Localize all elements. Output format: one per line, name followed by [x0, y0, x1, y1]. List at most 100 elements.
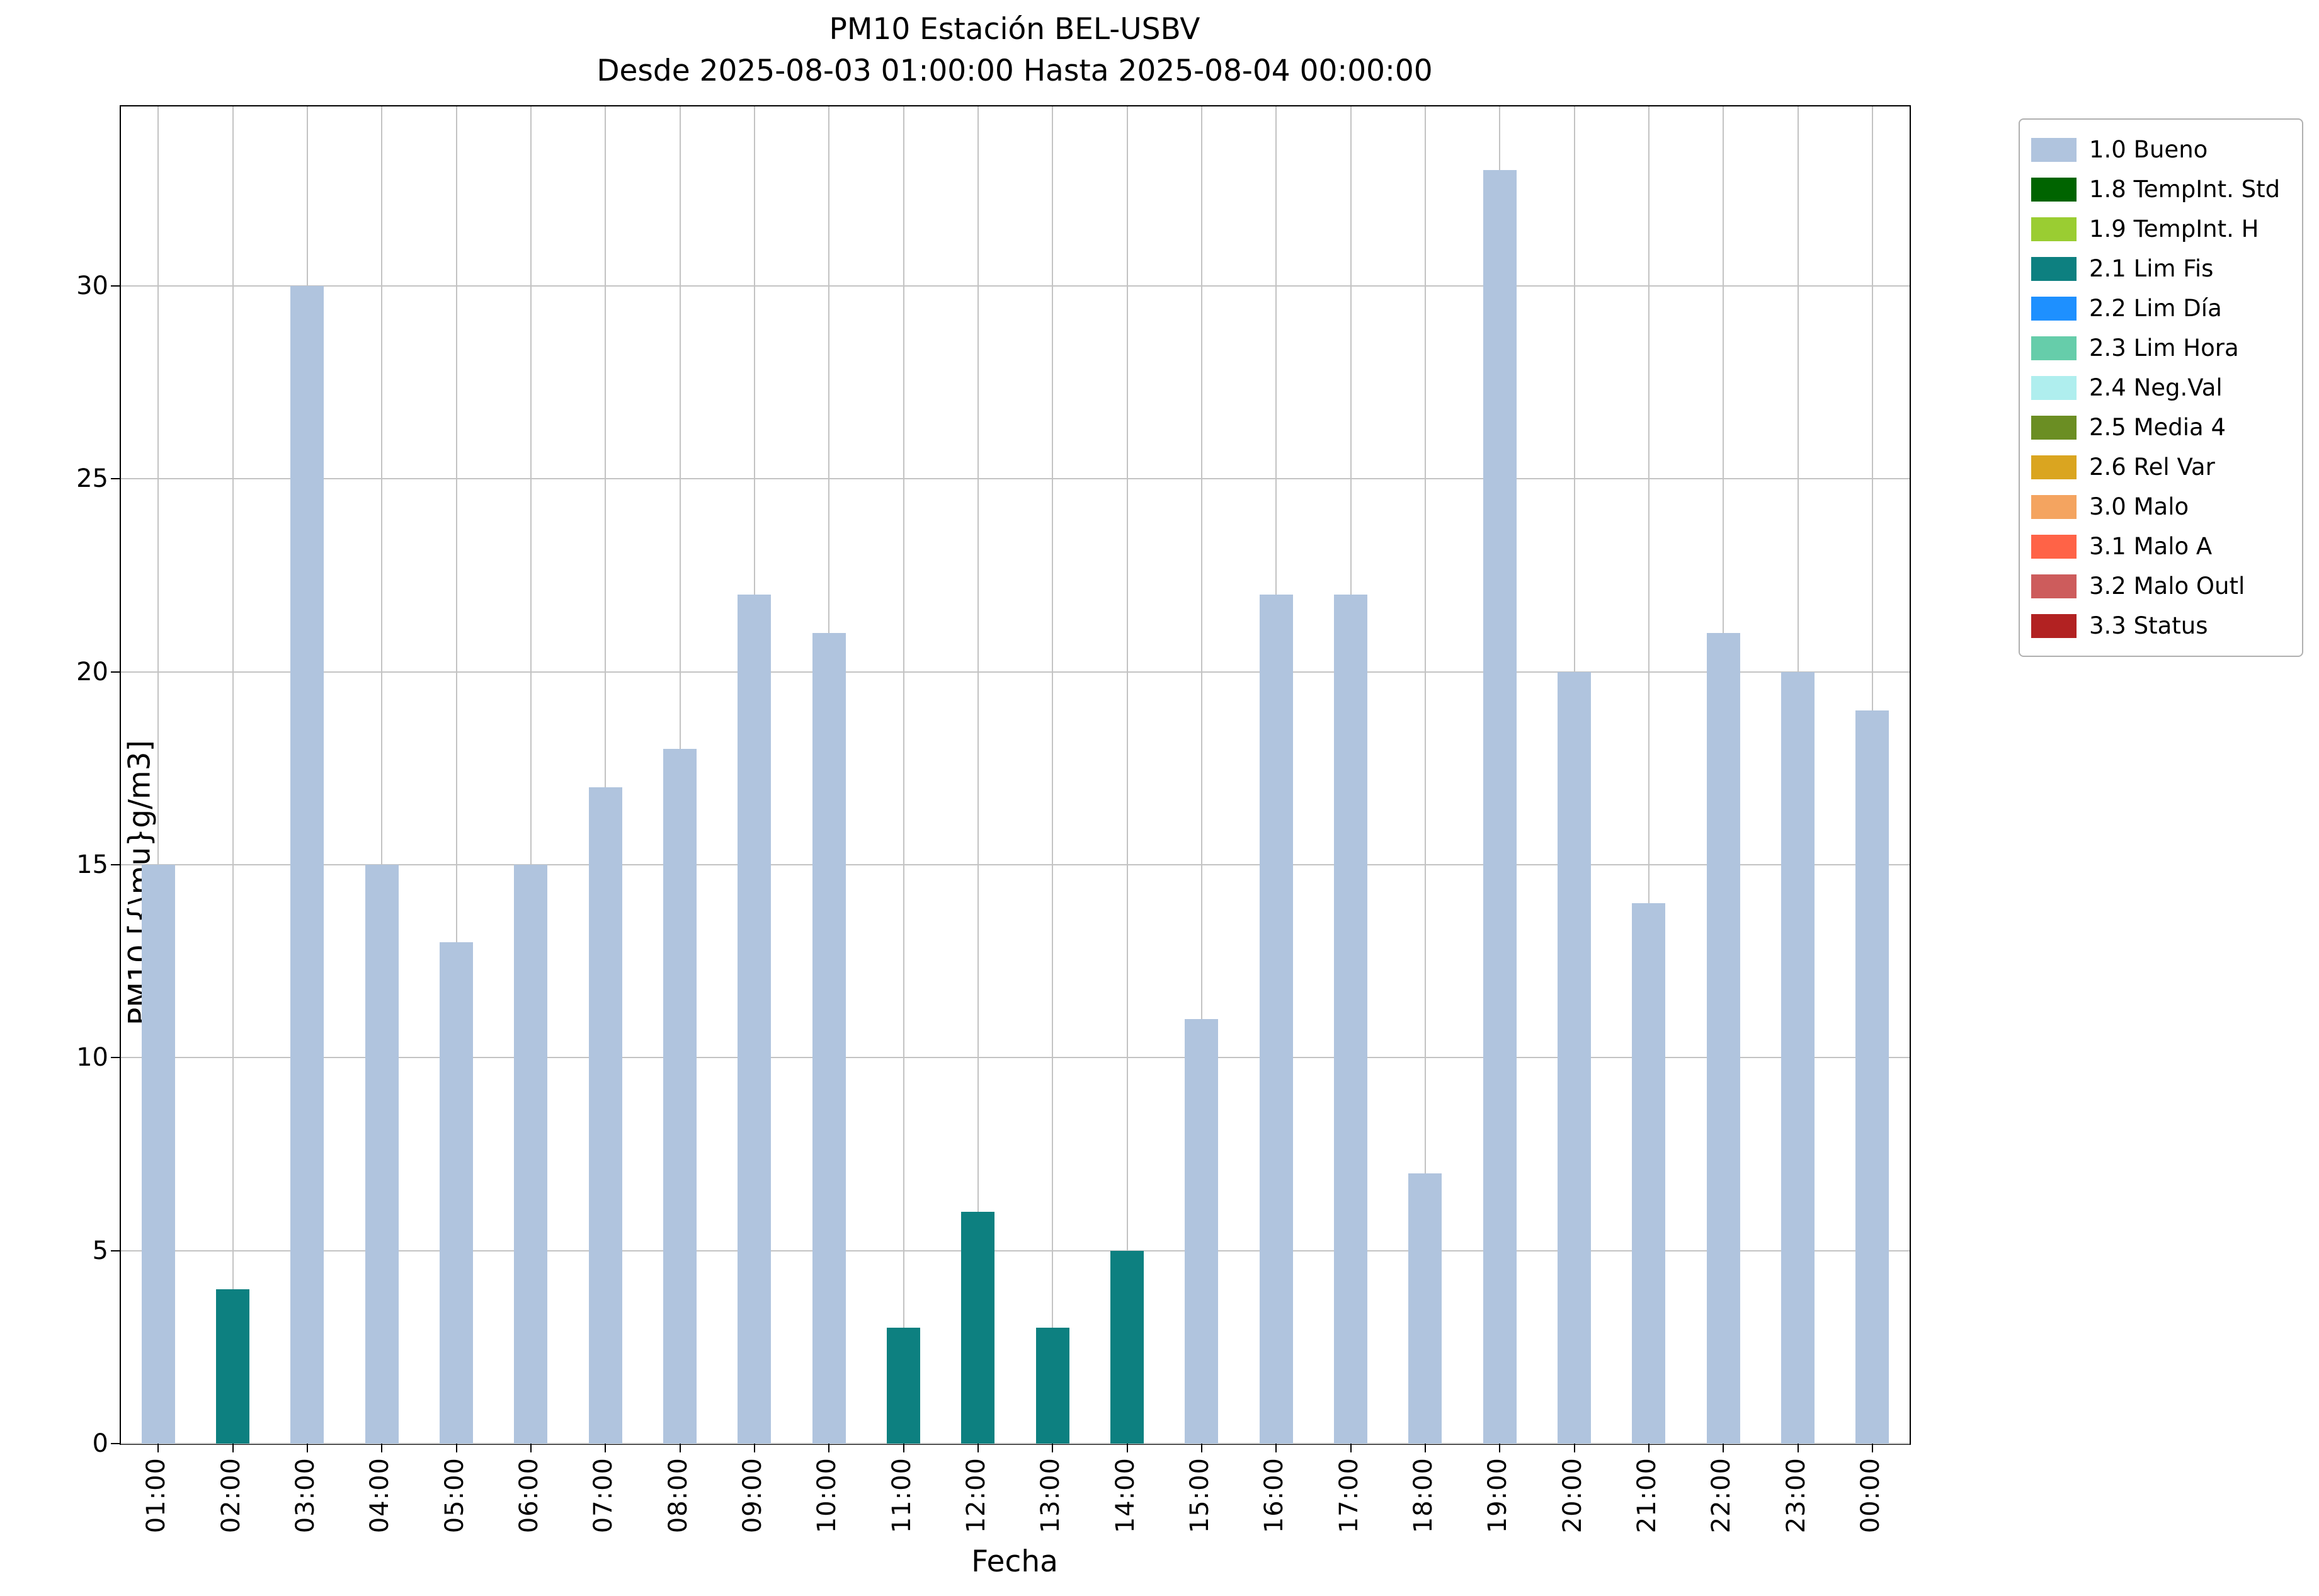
x-tick-mark	[1648, 1444, 1650, 1452]
legend-swatch	[2031, 574, 2077, 598]
y-tick-mark	[111, 1250, 120, 1251]
x-tick-label: 14:00	[1110, 1457, 1140, 1534]
x-tick-label: 15:00	[1185, 1457, 1214, 1534]
bar	[514, 864, 548, 1444]
legend-swatch	[2031, 256, 2077, 281]
x-tick-mark	[605, 1444, 607, 1452]
x-tick-label: 06:00	[514, 1457, 544, 1534]
bar	[663, 749, 697, 1444]
bar	[439, 942, 474, 1444]
gridline-horizontal	[121, 1250, 1910, 1251]
y-tick-mark	[111, 864, 120, 865]
plot-area: PM10 [{\mu}g/m3] 0 5 10 15 20 25 30 01:00 02:00 0…	[76, 105, 1911, 1533]
x-tick-label: 16:00	[1260, 1457, 1289, 1534]
gridline-horizontal	[121, 1057, 1910, 1059]
x-tick-label: 09:00	[738, 1457, 767, 1534]
legend-label: 3.1 Malo A	[2089, 533, 2213, 560]
legend-label: 2.6 Rel Var	[2089, 453, 2215, 481]
gridline-vertical	[1126, 106, 1128, 1444]
legend-item: 2.2 Lim Día	[2031, 288, 2291, 328]
y-tick-label: 20	[76, 657, 108, 687]
x-tick-mark	[232, 1444, 234, 1452]
x-tick-label: 22:00	[1707, 1457, 1736, 1534]
chart-title-block: PM10 Estación BEL-USBV Desde 2025-08-03 …	[120, 9, 1910, 92]
bar	[1333, 595, 1368, 1444]
gridline-horizontal	[121, 285, 1910, 287]
x-tick-label: 08:00	[663, 1457, 693, 1534]
x-tick-label: 07:00	[589, 1457, 618, 1534]
x-tick-mark	[455, 1444, 457, 1452]
x-tick-label: 03:00	[290, 1457, 320, 1534]
legend-label: 2.5 Media 4	[2089, 414, 2226, 441]
gridline-vertical	[605, 106, 607, 1444]
gridline-vertical	[455, 106, 457, 1444]
legend-swatch	[2031, 137, 2077, 162]
legend-item: 1.0 Bueno	[2031, 130, 2291, 169]
legend-swatch	[2031, 534, 2077, 559]
gridline-vertical	[1424, 106, 1426, 1444]
x-tick-mark	[157, 1444, 159, 1452]
x-tick-mark	[1797, 1444, 1799, 1452]
y-tick-mark	[111, 671, 120, 673]
y-tick-label: 30	[76, 271, 108, 300]
gridline-vertical	[903, 106, 904, 1444]
legend-item: 1.9 TempInt. H	[2031, 209, 2291, 249]
x-tick-mark	[1723, 1444, 1724, 1452]
legend-swatch	[2031, 375, 2077, 400]
bar	[961, 1212, 995, 1444]
x-tick-label: 02:00	[216, 1457, 246, 1534]
x-tick-mark	[1200, 1444, 1202, 1452]
y-tick-mark	[111, 285, 120, 287]
y-tick-mark	[111, 478, 120, 480]
bar	[1781, 671, 1815, 1444]
y-tick-label: 15	[76, 850, 108, 879]
bar	[1632, 903, 1666, 1444]
x-tick-label: 10:00	[812, 1457, 842, 1534]
legend-label: 2.1 Lim Fis	[2089, 255, 2214, 282]
legend-swatch	[2031, 455, 2077, 479]
legend-item: 2.1 Lim Fis	[2031, 249, 2291, 288]
legend-swatch	[2031, 336, 2077, 360]
bar	[290, 285, 324, 1444]
gridline-vertical	[530, 106, 532, 1444]
legend-label: 1.9 TempInt. H	[2089, 215, 2259, 242]
bar	[1185, 1019, 1219, 1444]
x-tick-label: 19:00	[1483, 1457, 1513, 1534]
legend-item: 3.2 Malo Outl	[2031, 566, 2291, 606]
y-tick-label: 5	[92, 1236, 108, 1265]
x-tick-label: 04:00	[365, 1457, 395, 1534]
x-tick-label: 11:00	[887, 1457, 916, 1534]
x-tick-label: 12:00	[961, 1457, 991, 1534]
legend-swatch	[2031, 296, 2077, 321]
legend-swatch	[2031, 415, 2077, 440]
legend-swatch	[2031, 177, 2077, 202]
bar	[365, 864, 399, 1444]
bar	[141, 864, 175, 1444]
x-tick-label: 05:00	[440, 1457, 469, 1534]
legend-label: 3.3 Status	[2089, 612, 2208, 639]
bar	[1035, 1328, 1069, 1444]
x-tick-mark	[1275, 1444, 1277, 1452]
x-tick-mark	[306, 1444, 308, 1452]
x-tick-mark	[977, 1444, 979, 1452]
gridline-vertical	[1648, 106, 1650, 1444]
chart-title: PM10 Estación BEL-USBV	[829, 12, 1200, 47]
x-tick-label: 20:00	[1558, 1457, 1587, 1534]
chart-subtitle: Desde 2025-08-03 01:00:00 Hasta 2025-08-…	[596, 54, 1433, 88]
y-tick-mark	[111, 1057, 120, 1059]
x-tick-mark	[1052, 1444, 1054, 1452]
bar	[886, 1328, 921, 1444]
legend-item: 2.3 Lim Hora	[2031, 328, 2291, 368]
legend-item: 3.0 Malo	[2031, 487, 2291, 527]
x-tick-mark	[1499, 1444, 1501, 1452]
x-tick-mark	[1350, 1444, 1352, 1452]
x-tick-mark	[1573, 1444, 1575, 1452]
x-tick-label: 21:00	[1632, 1457, 1661, 1534]
x-tick-mark	[1126, 1444, 1128, 1452]
x-tick-label: 00:00	[1855, 1457, 1885, 1534]
legend-item: 1.8 TempInt. Std	[2031, 169, 2291, 209]
gridline-vertical	[977, 106, 979, 1444]
legend: 1.0 Bueno 1.8 TempInt. Std 1.9 TempInt. H 2…	[2019, 118, 2303, 657]
bar	[812, 633, 846, 1444]
legend-label: 3.0 Malo	[2089, 493, 2189, 520]
